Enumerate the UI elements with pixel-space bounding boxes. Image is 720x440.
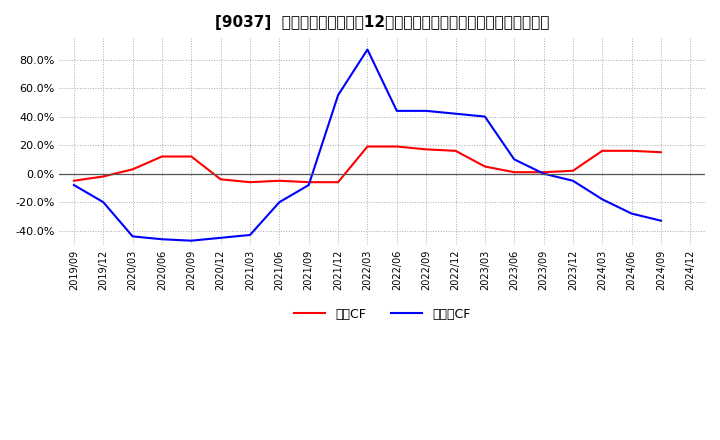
営業CF: [627, 148, 636, 154]
フリーCF: [334, 92, 343, 98]
フリーCF: [510, 157, 518, 162]
営業CF: [99, 174, 107, 179]
営業CF: [334, 180, 343, 185]
Title: [9037]  キャッシュフローの12か月移動合計の対前年同期増減率の推移: [9037] キャッシュフローの12か月移動合計の対前年同期増減率の推移: [215, 15, 549, 30]
営業CF: [128, 167, 137, 172]
フリーCF: [128, 234, 137, 239]
営業CF: [510, 169, 518, 175]
フリーCF: [539, 171, 548, 176]
営業CF: [657, 150, 665, 155]
営業CF: [187, 154, 196, 159]
営業CF: [275, 178, 284, 183]
フリーCF: [99, 199, 107, 205]
営業CF: [216, 177, 225, 182]
営業CF: [363, 144, 372, 149]
フリーCF: [216, 235, 225, 241]
営業CF: [305, 180, 313, 185]
営業CF: [70, 178, 78, 183]
フリーCF: [480, 114, 489, 119]
フリーCF: [627, 211, 636, 216]
フリーCF: [657, 218, 665, 224]
営業CF: [539, 169, 548, 175]
営業CF: [158, 154, 166, 159]
営業CF: [451, 148, 460, 154]
営業CF: [422, 147, 431, 152]
営業CF: [246, 180, 254, 185]
営業CF: [569, 168, 577, 173]
フリーCF: [451, 111, 460, 116]
フリーCF: [569, 178, 577, 183]
フリーCF: [598, 197, 606, 202]
営業CF: [480, 164, 489, 169]
フリーCF: [363, 47, 372, 52]
フリーCF: [158, 237, 166, 242]
フリーCF: [305, 183, 313, 188]
Line: フリーCF: フリーCF: [74, 50, 661, 241]
フリーCF: [275, 199, 284, 205]
営業CF: [598, 148, 606, 154]
フリーCF: [187, 238, 196, 243]
フリーCF: [422, 108, 431, 114]
フリーCF: [70, 183, 78, 188]
フリーCF: [392, 108, 401, 114]
フリーCF: [246, 232, 254, 238]
Line: 営業CF: 営業CF: [74, 147, 661, 182]
Legend: 営業CF, フリーCF: 営業CF, フリーCF: [289, 303, 475, 326]
営業CF: [392, 144, 401, 149]
